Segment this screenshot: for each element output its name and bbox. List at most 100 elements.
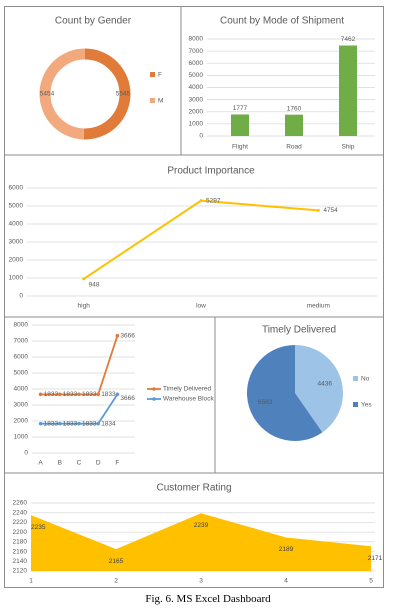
warehouse-data-label: 1833 [63,420,78,427]
importance-y-tick-label: 6000 [9,185,24,192]
warehouse-y-tick-label: 7000 [14,338,29,345]
importance-x-tick-label: medium [307,303,330,310]
warehouse-y-tick-label: 5000 [14,370,29,377]
timely-chart-title: Timely Delivered [262,325,336,336]
warehouse-x-tick-label: A [38,460,43,467]
shipment-bar-ship [339,45,357,136]
shipment-x-tick-label: Road [286,144,302,151]
dashboard-canvas: Count by Gender 5545 5454 F M Count by Mode o… [5,7,383,585]
warehouse-data-label: 3666 [120,332,135,339]
warehouse-data-label: 1833 [44,420,59,427]
rating-y-tick-label: 2240 [13,509,28,516]
shipment-x-tick-label: Flight [232,144,248,151]
warehouse-point [58,421,62,426]
rating-data-label: 2235 [31,524,46,531]
gender-data-label: 5545 [116,91,131,98]
warehouse-point [38,392,43,397]
warehouse-point [115,333,120,338]
warehouse-point [96,392,100,397]
rating-data-label: 2171 [368,555,383,562]
importance-data-label: 5297 [206,197,221,204]
rating-data-label: 2189 [279,546,294,553]
warehouse-point [58,392,62,397]
rating-y-tick-label: 2160 [13,548,28,555]
shipment-y-tick-label: 7000 [189,48,204,55]
warehouse-x-tick-label: D [96,460,101,467]
warehouse-legend-marker [152,387,156,391]
shipment-y-tick-label: 1000 [189,121,204,128]
warehouse-data-label: 1833 [44,391,59,398]
gender-chart-title: Count by Gender [55,16,132,27]
timely-legend-label: Yes [361,402,372,409]
timely-slice-no [295,345,343,433]
warehouse-y-tick-label: 0 [24,450,28,457]
shipment-y-tick-label: 5000 [189,72,204,79]
warehouse-point [115,392,120,397]
rating-x-tick-label: 3 [199,578,203,585]
rating-y-tick-label: 2260 [13,500,28,507]
rating-area [31,513,371,571]
shipment-chart-title: Count by Mode of Shipment [220,16,344,27]
gender-slice-m [39,48,131,140]
warehouse-y-tick-label: 2000 [14,418,29,425]
importance-y-tick-label: 5000 [9,203,24,210]
rating-x-tick-label: 4 [284,578,288,585]
warehouse-point [77,392,81,397]
gender-data-label: 5454 [40,91,55,98]
shipment-data-label: 1777 [233,105,248,112]
warehouse-data-label: 1833 [63,391,78,398]
warehouse-point [96,421,100,426]
warehouse-y-tick-label: 3000 [14,402,29,409]
warehouse-data-label: 1834 [101,420,116,427]
importance-data-label: 4754 [323,207,338,214]
rating-x-tick-label: 1 [29,578,33,585]
warehouse-point [38,421,43,426]
rating-y-tick-label: 2200 [13,529,28,536]
importance-y-tick-label: 1000 [9,275,24,282]
importance-series-line [83,199,319,280]
shipment-data-label: 1760 [287,105,302,112]
rating-y-tick-label: 2120 [13,568,28,575]
warehouse-y-tick-label: 8000 [14,322,29,329]
gender-legend-swatch [150,72,155,77]
warehouse-point [77,421,81,426]
gender-legend-label: F [158,72,162,79]
importance-y-tick-label: 0 [19,293,23,300]
warehouse-x-tick-label: B [58,460,62,467]
timely-legend-swatch [353,402,358,407]
rating-data-label: 2239 [194,522,209,529]
timely-data-label: 4436 [318,380,333,387]
warehouse-data-label: 1833 [82,391,97,398]
warehouse-data-label: 3666 [120,395,135,402]
importance-x-tick-label: high [78,303,91,310]
shipment-bar-flight [231,114,249,136]
warehouse-y-tick-label: 1000 [14,434,29,441]
timely-data-label: 6563 [258,399,273,406]
figure-caption: Fig. 6. MS Excel Dashboard [145,593,271,605]
gender-legend-label: M [158,98,163,105]
importance-y-tick-label: 2000 [9,257,24,264]
warehouse-legend-marker [152,397,156,401]
importance-data-label: 948 [89,282,100,289]
rating-y-tick-label: 2180 [13,539,28,546]
shipment-data-label: 7462 [341,36,356,43]
shipment-y-tick-label: 0 [199,133,203,140]
warehouse-data-label: 1833 [101,391,116,398]
rating-data-label: 2165 [109,558,124,565]
warehouse-y-tick-label: 4000 [14,386,29,393]
warehouse-legend-label: Warehouse Block [163,396,214,403]
importance-point [316,208,320,212]
shipment-bar-road [285,114,303,136]
warehouse-series-line-1 [40,393,119,425]
shipment-x-tick-label: Ship [341,144,354,151]
shipment-y-tick-label: 8000 [189,36,204,43]
timely-slice-yes [247,345,323,442]
rating-x-tick-label: 5 [369,578,373,585]
shipment-y-tick-label: 2000 [189,108,204,115]
shipment-y-tick-label: 6000 [189,60,204,67]
warehouse-series-line-0 [40,335,119,396]
importance-y-tick-label: 3000 [9,239,24,246]
importance-point [199,199,203,203]
importance-y-tick-label: 4000 [9,221,24,228]
warehouse-x-tick-label: F [115,460,119,467]
